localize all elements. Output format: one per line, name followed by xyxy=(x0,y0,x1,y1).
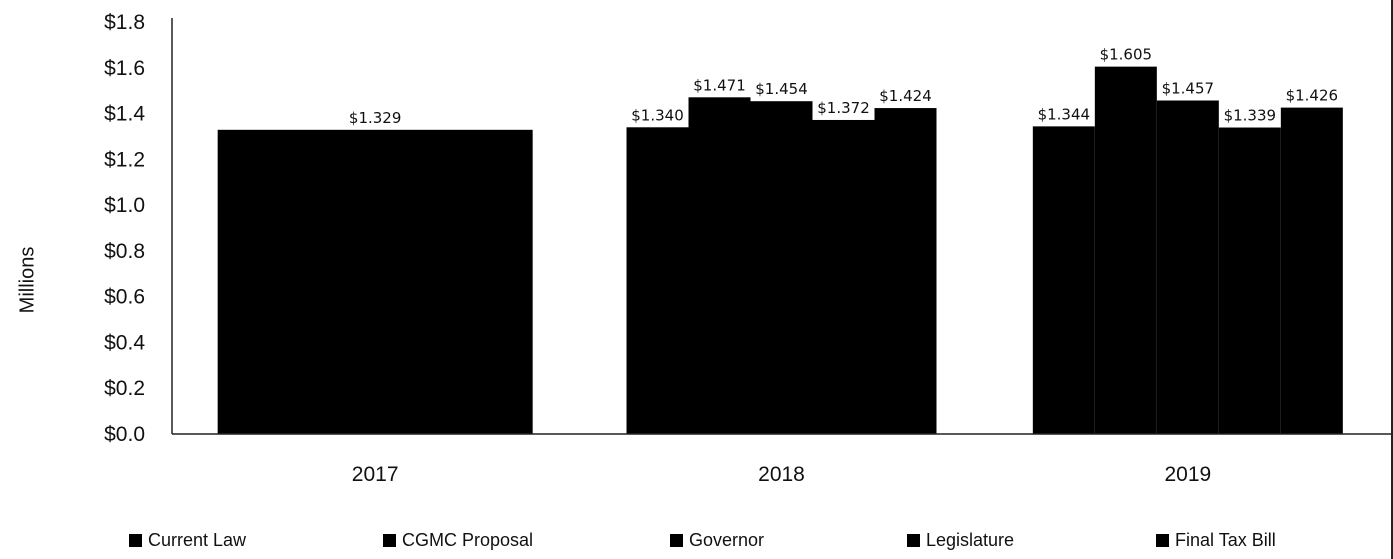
bar-legislature-2018 xyxy=(813,120,875,434)
legend-swatch xyxy=(907,534,920,547)
y-axis-label: Millions xyxy=(8,200,48,360)
legend-swatch xyxy=(670,534,683,547)
legend-item-final-tax-bill: Final Tax Bill xyxy=(1156,530,1276,551)
y-axis-ticks: $0.0 $0.2 $0.4 $0.6 $0.8 $1.0 $1.2 $1.4 $1.6 $1.8 xyxy=(104,11,145,446)
y-tick-label: $1.8 xyxy=(104,11,145,34)
data-label: $1.339 xyxy=(1224,107,1277,125)
x-tick-label: 2017 xyxy=(352,463,399,486)
legend-item-cgmc-proposal: CGMC Proposal xyxy=(383,530,533,551)
y-tick-label: $1.0 xyxy=(104,194,145,217)
data-label: $1.457 xyxy=(1162,80,1215,98)
y-tick-label: $1.2 xyxy=(104,148,145,171)
legend-label: Legislature xyxy=(926,530,1014,551)
x-tick-label: 2018 xyxy=(758,463,805,486)
legend-label: Final Tax Bill xyxy=(1175,530,1276,551)
bar-cgmc-proposal-2018 xyxy=(689,97,751,434)
bar-cgmc-proposal-2019 xyxy=(1095,67,1157,434)
data-label: $1.471 xyxy=(693,76,746,94)
legend-label: Current Law xyxy=(148,530,246,551)
legend-swatch xyxy=(1156,534,1169,547)
legend-item-governor: Governor xyxy=(670,530,764,551)
y-tick-label: $0.8 xyxy=(104,240,145,263)
data-label: $1.344 xyxy=(1038,105,1091,123)
legend-item-current-law: Current Law xyxy=(129,530,246,551)
bar-chart: $0.0 $0.2 $0.4 $0.6 $0.8 $1.0 $1.2 $1.4 $1.6 $1.8… xyxy=(0,0,1393,530)
bar-governor-2018 xyxy=(751,101,813,434)
legend-swatch xyxy=(383,534,396,547)
data-label: $1.372 xyxy=(817,99,870,117)
legend-label: Governor xyxy=(689,530,764,551)
data-label: $1.454 xyxy=(755,80,808,98)
bar-current-law-2018 xyxy=(627,127,689,434)
bar-current-law-2019 xyxy=(1033,126,1095,434)
bar-legislature-2019 xyxy=(1219,128,1281,434)
data-label: $1.424 xyxy=(879,87,932,105)
y-tick-label: $0.6 xyxy=(104,286,145,309)
y-tick-label: $1.4 xyxy=(104,103,145,126)
data-label: $1.605 xyxy=(1100,46,1153,64)
legend-item-legislature: Legislature xyxy=(907,530,1014,551)
legend-swatch xyxy=(129,534,142,547)
y-tick-label: $1.6 xyxy=(104,57,145,80)
legend-label: CGMC Proposal xyxy=(402,530,533,551)
data-label: $1.426 xyxy=(1286,87,1339,105)
legend: Current Law CGMC Proposal Governor Legislat… xyxy=(0,530,1393,556)
bar-governor-2019 xyxy=(1157,101,1219,434)
y-axis-label-text: Millions xyxy=(17,247,40,314)
x-axis-ticks: 2017 2018 2019 xyxy=(352,463,1211,486)
y-tick-label: $0.4 xyxy=(104,331,145,354)
bar-final-tax-bill-2019 xyxy=(1281,108,1343,434)
bar-current-law-2017 xyxy=(218,130,533,434)
data-label: $1.329 xyxy=(349,109,402,127)
y-tick-label: $0.2 xyxy=(104,377,145,400)
x-tick-label: 2019 xyxy=(1164,463,1211,486)
data-label: $1.340 xyxy=(631,106,684,124)
bar-final-tax-bill-2018 xyxy=(875,108,937,434)
y-tick-label: $0.0 xyxy=(104,423,145,446)
